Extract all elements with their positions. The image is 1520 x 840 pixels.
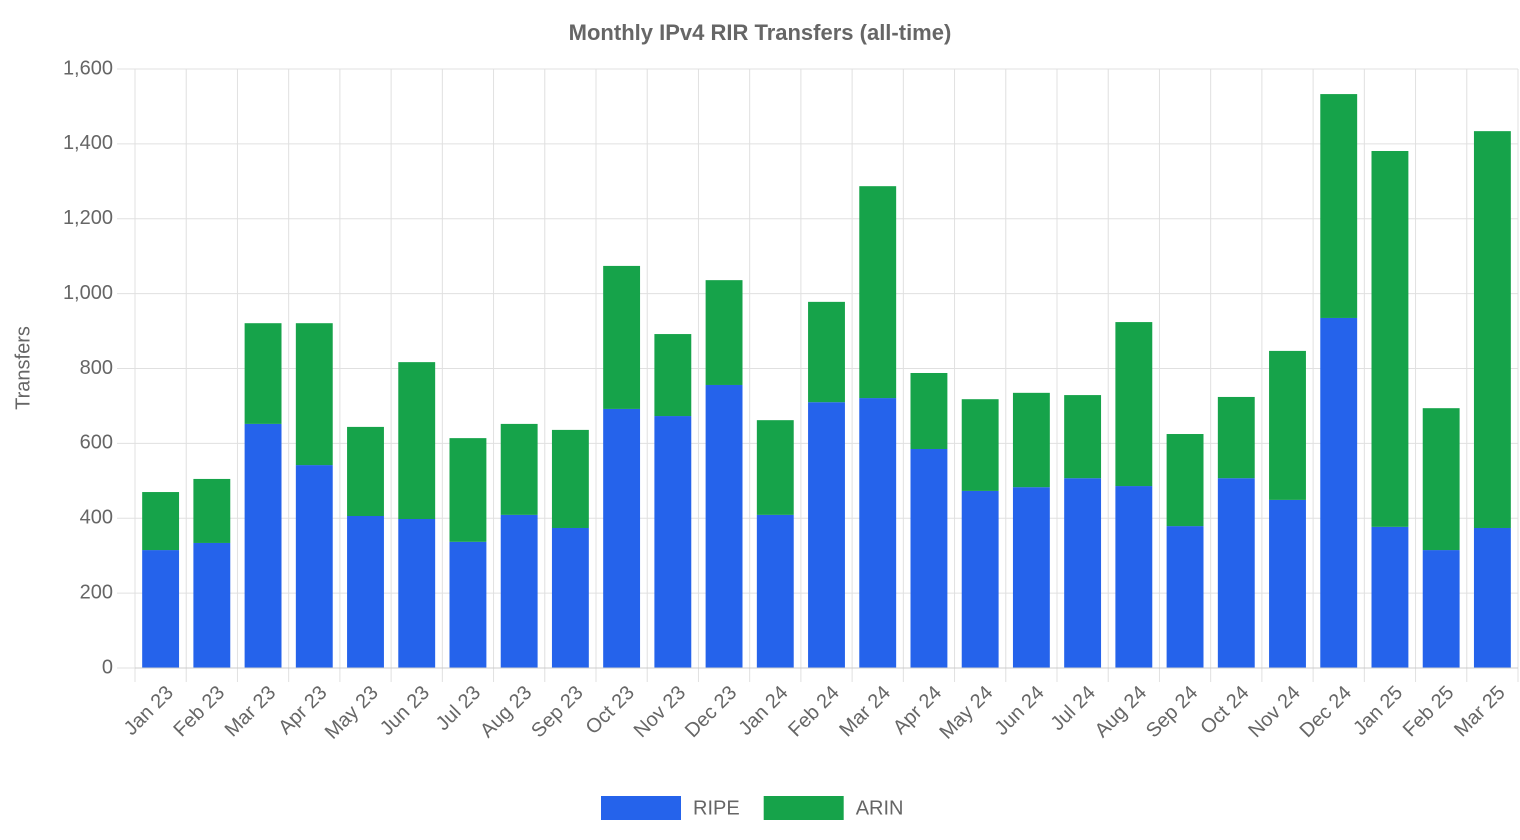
- x-tick-label: Jun 24: [991, 682, 1049, 740]
- bar-segment: [1115, 322, 1153, 487]
- bar-segment: [1269, 350, 1306, 500]
- x-tick-label: Feb 24: [784, 682, 844, 742]
- bar-segment: [1473, 131, 1511, 528]
- y-axis-label: Transfers: [12, 326, 34, 410]
- x-tick-label: Feb 23: [170, 682, 230, 742]
- chart-title: Monthly IPv4 RIR Transfers (all-time): [569, 20, 952, 45]
- y-tick-label: 1,400: [63, 132, 113, 154]
- bar-segment: [398, 518, 436, 668]
- bar-segment: [142, 492, 180, 551]
- bar-segment: [705, 384, 743, 668]
- y-tick-label: 0: [102, 656, 113, 678]
- bar-segment: [449, 541, 487, 668]
- bar-segment: [603, 265, 641, 409]
- x-tick-label: Nov 24: [1244, 682, 1304, 742]
- bar-segment: [1012, 487, 1050, 668]
- bar-segment: [1320, 317, 1358, 668]
- bar-segment: [654, 334, 692, 417]
- bar-segment: [295, 323, 333, 466]
- x-tick-label: Mar 24: [835, 682, 895, 742]
- x-tick-label: Mar 25: [1450, 682, 1510, 742]
- bar-segment: [244, 323, 282, 424]
- bar-segment: [1064, 395, 1102, 479]
- bar-segment: [1012, 392, 1050, 488]
- x-tick-label: Sep 23: [527, 682, 587, 742]
- legend-label: RIPE: [693, 797, 740, 819]
- y-tick-label: 1,600: [63, 57, 113, 79]
- bar-segment: [295, 465, 333, 668]
- bar-segment: [910, 448, 948, 668]
- bar-segment: [1320, 94, 1358, 318]
- bar-segment: [756, 514, 794, 668]
- bar-segment: [193, 542, 231, 668]
- bar-segment: [1166, 526, 1204, 668]
- bar-segment: [1064, 478, 1102, 668]
- bar-segment: [756, 420, 794, 515]
- bar-segment: [1371, 526, 1409, 668]
- bar-segment: [961, 490, 999, 668]
- legend-label: ARIN: [856, 797, 904, 819]
- y-tick-label: 1,200: [63, 207, 113, 229]
- x-tick-label: Oct 23: [582, 682, 639, 739]
- bar-segment: [1166, 434, 1204, 527]
- bar-segment: [1422, 550, 1460, 668]
- bar-segment: [859, 186, 897, 399]
- bar-segment: [551, 429, 589, 528]
- x-tick-label: Dec 23: [681, 682, 741, 742]
- bar-segment: [1371, 150, 1409, 527]
- x-tick-label: Dec 24: [1296, 682, 1356, 742]
- x-tick-label: Mar 23: [221, 682, 281, 742]
- y-tick-label: 200: [80, 581, 113, 603]
- x-tick-label: Aug 24: [1091, 682, 1151, 742]
- bar-segment: [1217, 478, 1255, 668]
- x-tick-label: Jan 25: [1349, 682, 1407, 740]
- bar-segment: [603, 408, 641, 668]
- y-tick-label: 600: [80, 432, 113, 454]
- bar-segment: [500, 514, 538, 668]
- bar-segment: [859, 398, 897, 668]
- y-tick-label: 800: [80, 357, 113, 379]
- x-tick-label: Nov 23: [630, 682, 690, 742]
- y-tick-label: 1,000: [63, 282, 113, 304]
- bar-segment: [808, 402, 845, 668]
- x-tick-label: Jan 23: [120, 682, 178, 740]
- bar-segment: [1422, 408, 1460, 551]
- bar-segment: [1115, 486, 1153, 668]
- bar-segment: [142, 550, 180, 668]
- x-tick-label: Jan 24: [735, 682, 793, 740]
- bar-segment: [705, 280, 743, 385]
- bar-segment: [193, 478, 231, 543]
- bar-segment: [1217, 396, 1255, 479]
- bar-segment: [654, 416, 692, 668]
- bar-segment: [398, 362, 436, 519]
- x-tick-label: May 24: [935, 682, 997, 744]
- bar-segment: [347, 516, 384, 668]
- bar-segment: [500, 423, 538, 515]
- x-tick-label: Aug 23: [476, 682, 536, 742]
- bar-segment: [244, 423, 282, 668]
- x-tick-label: Sep 24: [1142, 682, 1202, 742]
- legend-swatch: [763, 796, 844, 820]
- x-tick-label: Oct 24: [1196, 682, 1253, 739]
- x-tick-label: Jun 23: [376, 682, 434, 740]
- bar-segment: [910, 372, 948, 449]
- bar-segment: [961, 399, 999, 491]
- y-tick-label: 400: [80, 507, 113, 529]
- x-tick-label: May 23: [321, 682, 383, 744]
- bar-segment: [551, 527, 589, 668]
- bar-segment: [1269, 499, 1306, 668]
- bar-segment: [449, 438, 487, 542]
- bar-segment: [347, 426, 384, 517]
- bar-segment: [1473, 527, 1511, 668]
- legend-swatch: [601, 796, 681, 820]
- bar-segment: [808, 301, 845, 403]
- x-tick-label: Feb 25: [1399, 682, 1459, 742]
